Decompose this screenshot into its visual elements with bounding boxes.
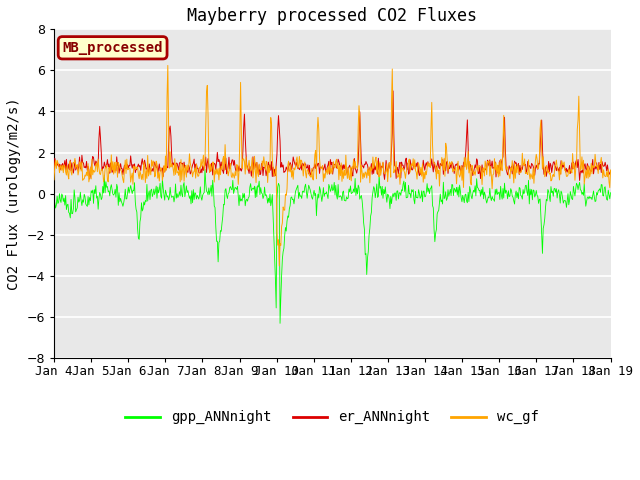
wc_gf <box>275 263 283 269</box>
er_ANNnight <box>607 168 614 174</box>
gpp_ANNnight <box>418 188 426 193</box>
gpp_ANNnight <box>276 321 284 326</box>
er_ANNnight <box>50 170 58 176</box>
er_ANNnight <box>417 172 425 178</box>
wc_gf <box>607 167 614 173</box>
wc_gf <box>175 172 182 178</box>
gpp_ANNnight <box>201 167 209 172</box>
wc_gf <box>204 112 212 118</box>
Y-axis label: CO2 Flux (urology/m2/s): CO2 Flux (urology/m2/s) <box>7 97 21 290</box>
gpp_ANNnight <box>60 195 68 201</box>
er_ANNnight <box>174 164 182 169</box>
Line: wc_gf: wc_gf <box>54 65 611 266</box>
wc_gf <box>418 173 426 179</box>
er_ANNnight <box>576 178 584 183</box>
er_ANNnight <box>118 166 125 171</box>
Line: er_ANNnight: er_ANNnight <box>54 91 611 180</box>
Legend: gpp_ANNnight, er_ANNnight, wc_gf: gpp_ANNnight, er_ANNnight, wc_gf <box>120 405 545 430</box>
gpp_ANNnight <box>204 192 212 198</box>
wc_gf <box>401 176 409 181</box>
Text: MB_processed: MB_processed <box>62 41 163 55</box>
wc_gf <box>118 168 125 174</box>
wc_gf <box>164 62 172 68</box>
er_ANNnight <box>204 160 211 166</box>
gpp_ANNnight <box>607 190 614 196</box>
Title: Mayberry processed CO2 Fluxes: Mayberry processed CO2 Fluxes <box>188 7 477 25</box>
er_ANNnight <box>401 165 408 170</box>
wc_gf <box>50 177 58 183</box>
gpp_ANNnight <box>50 207 58 213</box>
Line: gpp_ANNnight: gpp_ANNnight <box>54 169 611 324</box>
er_ANNnight <box>60 162 68 168</box>
gpp_ANNnight <box>174 195 182 201</box>
gpp_ANNnight <box>118 199 125 204</box>
gpp_ANNnight <box>401 180 409 185</box>
wc_gf <box>60 162 68 168</box>
er_ANNnight <box>389 88 397 94</box>
